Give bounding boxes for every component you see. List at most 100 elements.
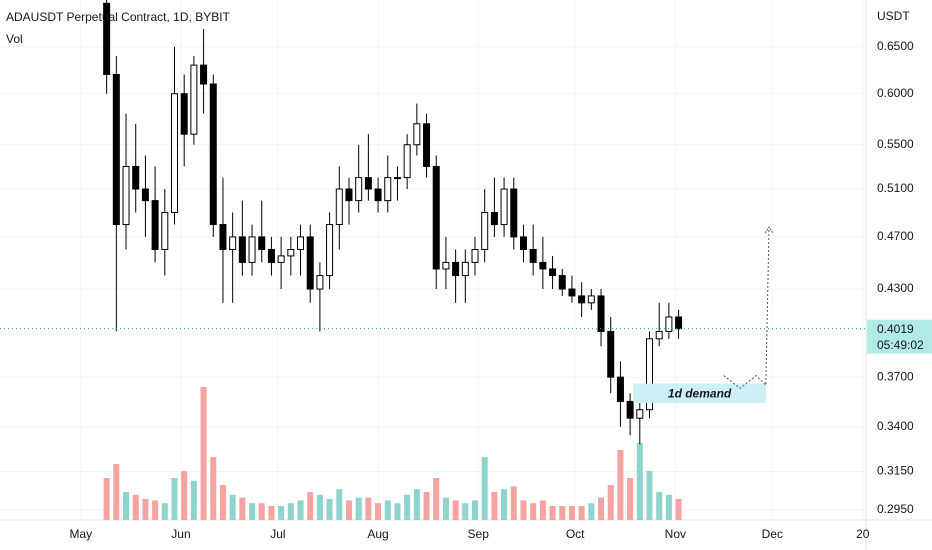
volume-bar [646,471,653,520]
y-tick-label: 0.3700 [877,369,914,383]
candle-body [471,249,479,263]
volume-bar [656,492,663,520]
volume-bar [413,489,420,520]
volume-bar [297,500,304,520]
candle-body [587,295,595,304]
x-tick-label: Nov [665,527,686,541]
candle-body [277,255,285,263]
x-tick-label: Jun [171,527,190,541]
volume-bar [549,506,556,520]
candle-body [510,188,518,238]
volume-bar [491,492,498,520]
projection-path [723,226,770,389]
y-tick-label: 0.3400 [877,419,914,433]
candle-body [500,188,508,226]
volume-bar [384,500,391,520]
candle-body [432,165,440,270]
volume-bar [394,503,401,520]
volume-bar [510,486,517,520]
volume-bar [190,480,197,520]
volume-bar [442,497,449,520]
candle-body [403,144,411,179]
volume-bar [675,499,682,520]
candle-body [452,261,460,277]
volume-bar [578,506,585,520]
volume-bar [627,478,634,520]
candle-body [151,200,159,251]
candle-body [636,409,644,419]
volume-bar [181,471,188,520]
y-tick-label: 0.4300 [877,281,914,295]
candle-body [646,338,653,411]
candle-body [306,236,314,290]
x-tick-label: Aug [367,527,388,541]
candle-body [335,188,343,226]
candle-body [161,211,169,251]
candle-body [626,400,634,419]
volume-bar [171,478,178,520]
candle-body [539,261,547,270]
volume-bar [219,485,226,520]
y-axis-label: USDT [877,9,910,23]
candle-body [132,165,140,190]
volume-bar [375,503,382,520]
last-price-label: 0.4019 [877,322,914,336]
volume-bar [103,478,110,520]
volume-bar [316,494,323,520]
chart-title: ADAUSDT Perpetual Contract, 1D, BYBIT [6,10,231,24]
candle-body [519,236,527,251]
volume-bar [520,500,527,520]
candle-body [141,188,149,202]
candle-body [258,236,266,251]
volume-bar [287,503,294,520]
volume-bar [617,450,624,520]
candle-body [461,261,469,277]
candle-body [607,330,615,378]
volume-bar [355,497,362,520]
volume-bar [462,503,469,520]
volume-bar [249,503,256,520]
candle-body [490,211,498,226]
candle-body [529,249,537,263]
volume-bar [258,503,265,520]
volume-bar [598,497,605,520]
candle-body [568,288,576,297]
candle-body [355,177,363,202]
volume-bar [336,489,343,520]
volume-bar [433,478,440,520]
volume-bar [365,497,372,520]
volume-bar [481,457,488,520]
candle-body [558,275,566,290]
candle-body [200,64,208,85]
volume-bar [636,443,643,520]
candle-body [393,177,401,180]
candle-body [655,330,663,340]
volume-bar [152,500,159,520]
volume-bar [200,387,207,520]
candle-body [180,93,188,135]
volume-bar [530,503,537,520]
volume-bar [607,485,614,520]
candle-body [597,295,605,332]
y-tick-label: 0.4700 [877,229,914,243]
volume-bar [239,497,246,520]
candle-body [384,177,392,202]
volume-bar [568,506,575,520]
candle-body [219,224,227,251]
volume-bar [161,503,168,520]
volume-bar [210,457,217,520]
last-price-box [867,319,932,354]
x-tick-label: Dec [762,527,783,541]
candle-body [675,316,683,330]
volume-bar [452,500,459,520]
volume-bar [559,506,566,520]
candle-body [616,376,624,402]
x-tick-label: 20 [856,527,870,541]
volume-bar [268,506,275,520]
x-tick-label: Sep [468,527,490,541]
volume-bar [326,499,333,520]
y-tick-label: 0.2950 [877,502,914,516]
y-tick-label: 0.6500 [877,39,914,53]
x-tick-label: Jul [270,527,285,541]
